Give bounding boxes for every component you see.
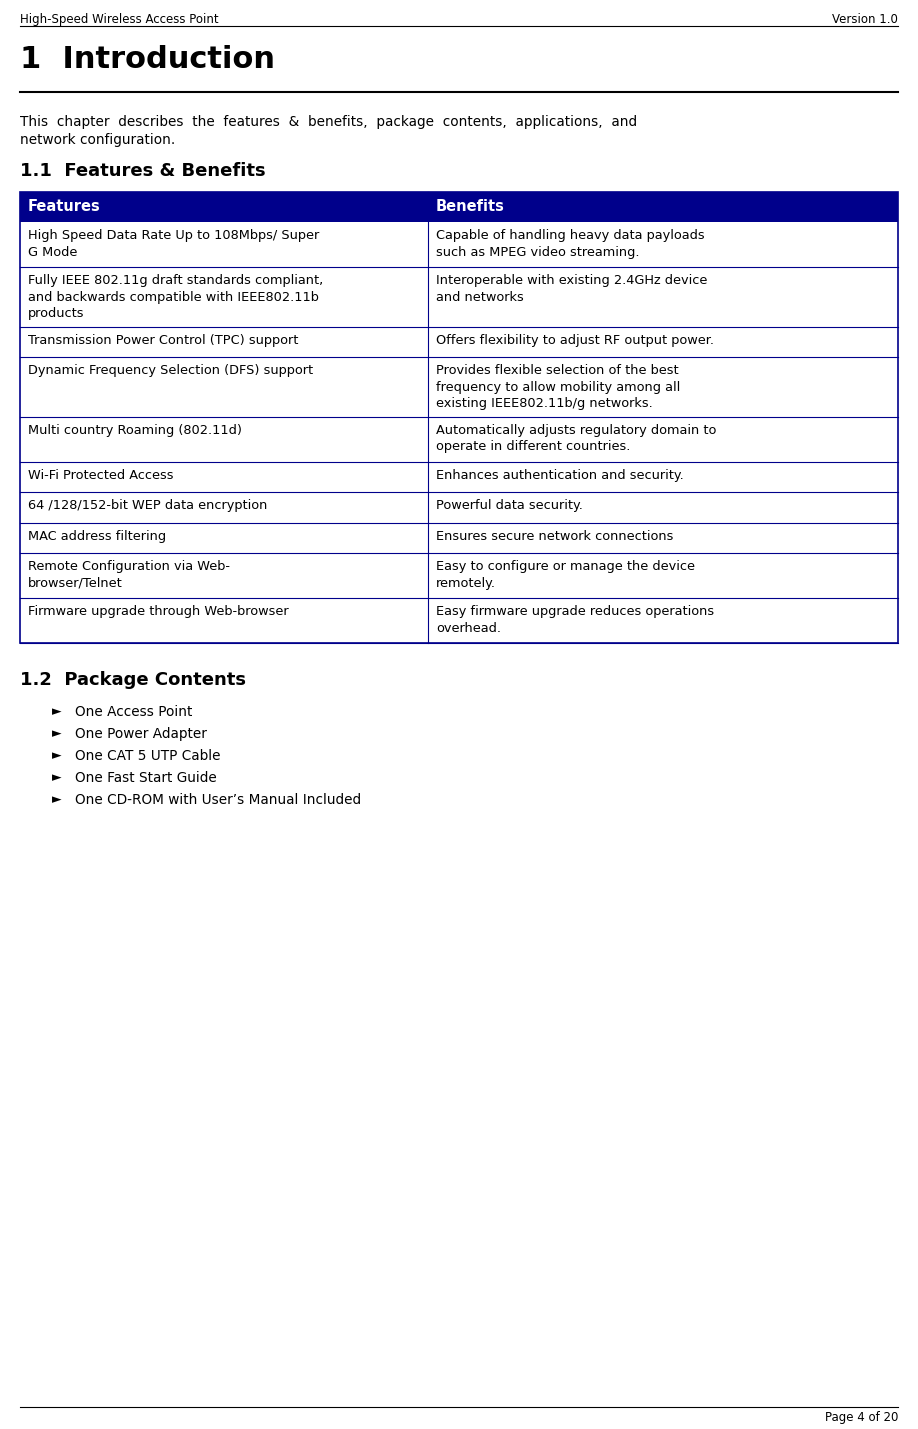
- Text: 1.1  Features & Benefits: 1.1 Features & Benefits: [20, 161, 265, 180]
- Text: Version 1.0: Version 1.0: [832, 13, 898, 26]
- Bar: [20, 597, 898, 643]
- Bar: [20, 221, 898, 267]
- Text: Capable of handling heavy data payloads
such as MPEG video streaming.: Capable of handling heavy data payloads …: [436, 229, 705, 259]
- Bar: [20, 416, 898, 462]
- Bar: [20, 326, 898, 357]
- Text: ►: ►: [52, 793, 62, 806]
- Text: This  chapter  describes  the  features  &  benefits,  package  contents,  appli: This chapter describes the features & be…: [20, 114, 637, 129]
- Text: Remote Configuration via Web-
browser/Telnet: Remote Configuration via Web- browser/Te…: [28, 560, 230, 590]
- Text: 1  Introduction: 1 Introduction: [20, 44, 275, 74]
- Text: Interoperable with existing 2.4GHz device
and networks: Interoperable with existing 2.4GHz devic…: [436, 274, 708, 303]
- Text: ►: ►: [52, 749, 62, 762]
- Text: 1.2  Package Contents: 1.2 Package Contents: [20, 672, 246, 689]
- Text: ►: ►: [52, 704, 62, 717]
- Text: Offers flexibility to adjust RF output power.: Offers flexibility to adjust RF output p…: [436, 333, 714, 346]
- Text: Firmware upgrade through Web-browser: Firmware upgrade through Web-browser: [28, 604, 288, 617]
- Text: Fully IEEE 802.11g draft standards compliant,
and backwards compatible with IEEE: Fully IEEE 802.11g draft standards compl…: [28, 274, 323, 320]
- Text: ►: ►: [52, 772, 62, 785]
- Text: One CAT 5 UTP Cable: One CAT 5 UTP Cable: [75, 749, 220, 763]
- Bar: [20, 357, 898, 416]
- Text: Enhances authentication and security.: Enhances authentication and security.: [436, 469, 684, 482]
- Text: network configuration.: network configuration.: [20, 133, 175, 147]
- Bar: [20, 523, 898, 553]
- Text: Page 4 of 20: Page 4 of 20: [824, 1410, 898, 1425]
- Text: Benefits: Benefits: [436, 199, 505, 214]
- Text: Ensures secure network connections: Ensures secure network connections: [436, 530, 674, 543]
- Text: One CD-ROM with User’s Manual Included: One CD-ROM with User’s Manual Included: [75, 793, 361, 807]
- Bar: [20, 553, 898, 597]
- Text: High-Speed Wireless Access Point: High-Speed Wireless Access Point: [20, 13, 218, 26]
- Text: One Fast Start Guide: One Fast Start Guide: [75, 772, 217, 785]
- Bar: [20, 191, 898, 221]
- Text: Transmission Power Control (TPC) support: Transmission Power Control (TPC) support: [28, 333, 298, 346]
- Text: Automatically adjusts regulatory domain to
operate in different countries.: Automatically adjusts regulatory domain …: [436, 423, 716, 453]
- Text: Multi country Roaming (802.11d): Multi country Roaming (802.11d): [28, 423, 242, 436]
- Text: High Speed Data Rate Up to 108Mbps/ Super
G Mode: High Speed Data Rate Up to 108Mbps/ Supe…: [28, 229, 319, 259]
- Bar: [20, 462, 898, 492]
- Text: MAC address filtering: MAC address filtering: [28, 530, 166, 543]
- Bar: [20, 492, 898, 523]
- Text: One Access Point: One Access Point: [75, 704, 193, 719]
- Text: 64 /128/152-bit WEP data encryption: 64 /128/152-bit WEP data encryption: [28, 499, 267, 512]
- Text: Easy firmware upgrade reduces operations
overhead.: Easy firmware upgrade reduces operations…: [436, 604, 714, 634]
- Text: ►: ►: [52, 727, 62, 740]
- Text: Wi-Fi Protected Access: Wi-Fi Protected Access: [28, 469, 174, 482]
- Text: Provides flexible selection of the best
frequency to allow mobility among all
ex: Provides flexible selection of the best …: [436, 364, 680, 410]
- Text: Easy to configure or manage the device
remotely.: Easy to configure or manage the device r…: [436, 560, 695, 590]
- Text: One Power Adapter: One Power Adapter: [75, 727, 207, 742]
- Bar: [20, 191, 898, 643]
- Text: Dynamic Frequency Selection (DFS) support: Dynamic Frequency Selection (DFS) suppor…: [28, 364, 313, 377]
- Text: Powerful data security.: Powerful data security.: [436, 499, 583, 512]
- Text: Features: Features: [28, 199, 101, 214]
- Bar: [20, 267, 898, 326]
